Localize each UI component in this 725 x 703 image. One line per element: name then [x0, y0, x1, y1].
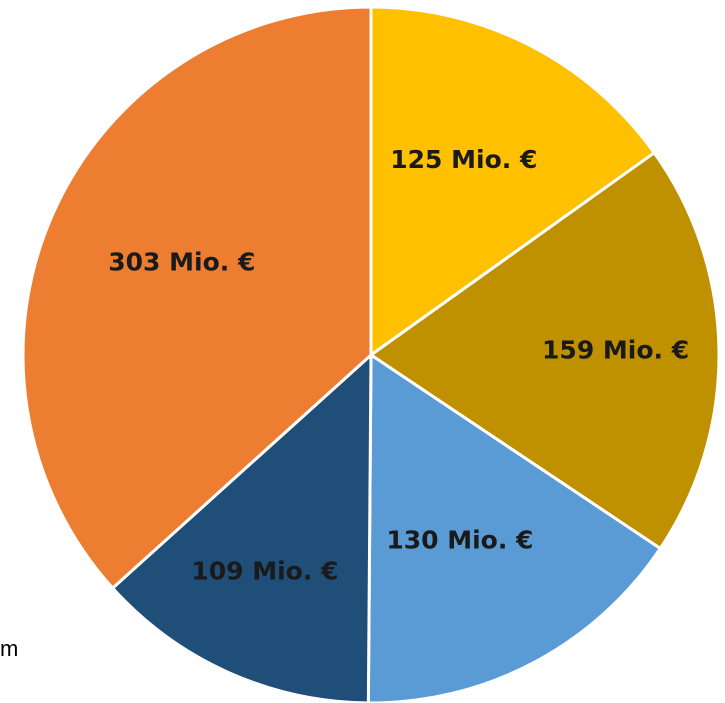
stray-text: m	[0, 636, 19, 661]
pie-slice-1	[369, 151, 721, 550]
pie-slice-2	[366, 353, 662, 703]
pie-slice-label-4: 303 Mio. €	[108, 247, 255, 276]
pie-slice-label-0: 125 Mio. €	[390, 145, 537, 174]
pie-slice-3	[111, 353, 373, 703]
pie-slice-4	[21, 5, 373, 590]
pie-slice-0	[369, 5, 656, 357]
pie-slices	[21, 5, 721, 703]
pie-slice-label-1: 159 Mio. €	[542, 335, 689, 364]
pie-slice-label-3: 109 Mio. €	[191, 557, 338, 586]
pie-slice-label-2: 130 Mio. €	[386, 526, 533, 555]
pie-labels: 125 Mio. € 159 Mio. € 130 Mio. € 109 Mio. €…	[108, 145, 689, 585]
